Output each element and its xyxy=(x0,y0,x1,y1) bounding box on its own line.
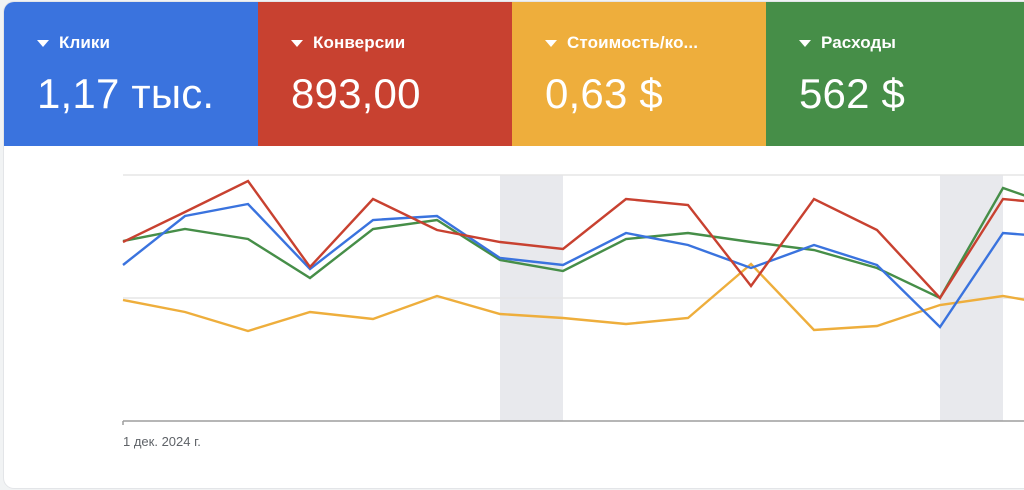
metric-value: 1,17 тыс. xyxy=(37,70,215,117)
series-line[interactable] xyxy=(122,262,1024,333)
metric-tile-cost-per-conversion[interactable]: Стоимость/ко... 0,63 $ xyxy=(512,2,766,146)
series-line[interactable] xyxy=(122,186,1024,300)
metric-value: 0,63 $ xyxy=(545,70,663,117)
series-line[interactable] xyxy=(122,179,1024,300)
metric-label-row[interactable]: Расходы xyxy=(799,33,896,53)
line-chart[interactable] xyxy=(4,146,1024,488)
caret-down-icon[interactable] xyxy=(545,40,557,47)
metric-tiles: Клики 1,17 тыс. Конверсии 893,00 Стоимос… xyxy=(4,2,1024,146)
metric-tile-cost[interactable]: Расходы 562 $ xyxy=(766,2,1024,146)
metric-tile-conversions[interactable]: Конверсии 893,00 xyxy=(258,2,512,146)
chart-grid xyxy=(122,174,1024,425)
x-axis-start-label: 1 дек. 2024 г. xyxy=(123,434,201,449)
metric-label: Конверсии xyxy=(313,33,406,52)
metric-value: 562 $ xyxy=(799,70,906,117)
metric-value: 893,00 xyxy=(291,70,421,117)
metric-label-row[interactable]: Стоимость/ко... xyxy=(545,33,698,53)
metric-label: Стоимость/ко... xyxy=(567,33,699,52)
performance-card: Клики 1,17 тыс. Конверсии 893,00 Стоимос… xyxy=(4,2,1024,488)
metric-label-row[interactable]: Конверсии xyxy=(291,33,405,53)
series-line[interactable] xyxy=(122,202,1024,329)
caret-down-icon[interactable] xyxy=(37,40,49,47)
chart-series xyxy=(122,179,1024,333)
metric-label: Расходы xyxy=(821,33,897,52)
metric-tile-clicks[interactable]: Клики 1,17 тыс. xyxy=(4,2,258,146)
caret-down-icon[interactable] xyxy=(799,40,811,47)
caret-down-icon[interactable] xyxy=(291,40,303,47)
metric-label: Клики xyxy=(59,33,111,52)
metric-label-row[interactable]: Клики xyxy=(37,33,110,53)
